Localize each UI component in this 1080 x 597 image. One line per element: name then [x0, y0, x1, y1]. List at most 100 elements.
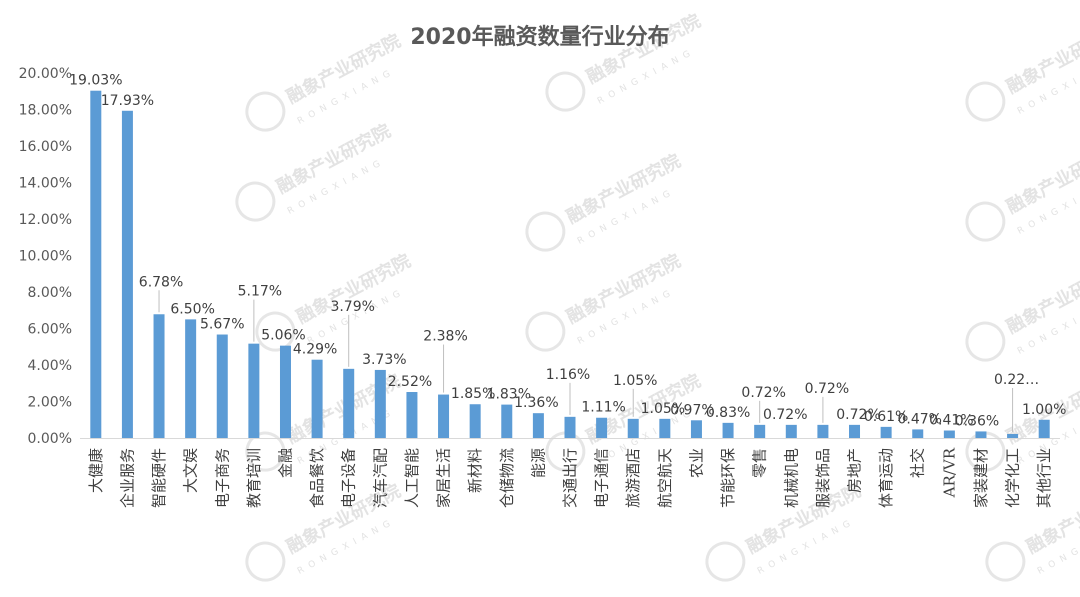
bar [1038, 419, 1050, 438]
data-label: 1.11% [581, 400, 625, 416]
x-tick-label: 化学化工 [1004, 448, 1022, 508]
data-label: 0.41% [929, 413, 973, 429]
data-label: 0.72% [763, 407, 807, 423]
y-tick-label: 2.00% [28, 395, 72, 411]
bar [311, 359, 323, 438]
x-tick-label: 金融 [276, 448, 294, 478]
x-tick-label: 农业 [687, 448, 705, 478]
x-tick-label: 服装饰品 [814, 448, 832, 508]
bar [248, 343, 260, 438]
y-tick-label: 8.00% [28, 285, 72, 301]
data-label: 0.22… [994, 372, 1039, 388]
x-tick-label: 电子通信 [593, 448, 611, 508]
x-tick-label: 仓储物流 [498, 448, 516, 508]
x-tick-label: 电子商务 [213, 448, 231, 508]
data-label: 2.52% [388, 374, 432, 390]
bar [438, 394, 450, 438]
data-label: 4.29% [293, 342, 337, 358]
bar [912, 429, 924, 438]
bar [501, 404, 513, 438]
x-tick-label: 能源 [529, 448, 547, 478]
data-label: 3.73% [362, 352, 406, 368]
x-tick-label: 节能环保 [719, 448, 737, 508]
bar [216, 334, 228, 438]
bar [532, 413, 544, 438]
bar [754, 424, 766, 438]
data-label: 19.03% [69, 73, 122, 89]
bar [406, 392, 418, 438]
x-tick-label: 旅游酒店 [624, 448, 642, 508]
y-tick-label: 12.00% [19, 212, 72, 228]
x-tick-label: 电子设备 [340, 448, 358, 508]
x-tick-label: 食品餐饮 [308, 448, 326, 508]
x-tick-label: 航空航天 [656, 448, 674, 508]
data-label: 1.36% [514, 395, 558, 411]
x-tick-label: 家居生活 [435, 448, 453, 508]
data-label: 1.85% [451, 386, 495, 402]
data-label: 0.47% [897, 411, 941, 427]
x-tick-label: 机械机电 [782, 448, 800, 508]
data-label: 0.83% [706, 405, 750, 421]
data-label: 1.05% [613, 373, 657, 389]
bar-chart: 2020年融资数量行业分布 0.00% 2.00% 4.00% 6.00% 8.00% 10… [19, 24, 1067, 508]
bar [185, 319, 197, 438]
data-label: 2.38% [423, 329, 467, 345]
data-label: 17.93% [101, 93, 154, 109]
y-tick-label: 14.00% [19, 176, 72, 192]
x-tick-label: 社交 [909, 448, 927, 478]
bar [596, 417, 608, 438]
data-label: 0.61% [864, 409, 908, 425]
data-label: 5.06% [261, 328, 305, 344]
y-tick-label: 20.00% [19, 66, 72, 82]
data-label: 0.72% [805, 381, 849, 397]
bar [343, 368, 355, 438]
x-tick-label: 家装建材 [972, 448, 990, 508]
data-label: 0.72% [741, 385, 785, 401]
x-tick-label: 新材料 [466, 448, 484, 493]
chart-title: 2020年融资数量行业分布 [410, 24, 669, 50]
data-label: 0.72% [836, 407, 880, 423]
x-tick-label: 智能硬件 [150, 448, 168, 508]
y-tick-label: 18.00% [19, 103, 72, 119]
x-tick-label: AR/VR [940, 447, 958, 498]
y-tick-label: 4.00% [28, 358, 72, 374]
bar [659, 418, 671, 438]
bar [975, 431, 987, 438]
data-label: 1.05% [641, 401, 685, 417]
bar [849, 424, 861, 438]
data-label: 1.16% [546, 367, 590, 383]
bar [943, 430, 955, 438]
bar [374, 369, 386, 438]
y-tick-label: 16.00% [19, 139, 72, 155]
x-tick-label: 人工智能 [403, 448, 421, 508]
x-tick-label: 大健康 [87, 448, 105, 493]
data-label: 3.79% [330, 299, 374, 315]
data-label: 6.50% [170, 301, 214, 317]
data-label: 6.78% [139, 274, 183, 290]
y-tick-label: 0.00% [28, 431, 72, 447]
y-tick-label: 6.00% [28, 322, 72, 338]
data-label: 0.36% [955, 413, 999, 429]
bar [469, 404, 481, 438]
bar [880, 426, 892, 438]
bar [121, 110, 133, 438]
bar [279, 345, 291, 438]
x-tick-label: 交通出行 [561, 448, 579, 508]
bar [627, 418, 639, 438]
x-tick-label: 企业服务 [118, 448, 136, 508]
data-label: 5.67% [200, 317, 244, 333]
bar [1007, 433, 1019, 438]
bar [785, 424, 797, 438]
bar [90, 90, 102, 438]
x-tick-label: 体育运动 [877, 448, 895, 508]
bar [817, 424, 829, 438]
data-label: 1.00% [1022, 402, 1066, 418]
data-label: 0.97% [670, 402, 714, 418]
x-tick-label: 汽车汽配 [371, 448, 389, 508]
x-tick-label: 零售 [751, 448, 769, 478]
bar [564, 416, 576, 438]
bar [722, 422, 734, 438]
x-tick-label: 房地产 [846, 448, 864, 493]
y-tick-label: 10.00% [19, 249, 72, 265]
x-tick-label: 大文娱 [182, 448, 200, 493]
